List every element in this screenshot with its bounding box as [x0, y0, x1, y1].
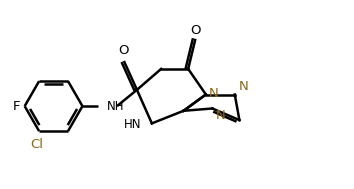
- Text: HN: HN: [124, 118, 142, 131]
- Text: N: N: [216, 109, 226, 122]
- Text: O: O: [119, 44, 129, 57]
- Text: O: O: [190, 24, 200, 37]
- Text: Cl: Cl: [30, 138, 43, 151]
- Text: NH: NH: [107, 100, 124, 113]
- Text: N: N: [209, 87, 219, 100]
- Text: F: F: [12, 100, 20, 113]
- Text: N: N: [239, 80, 248, 93]
